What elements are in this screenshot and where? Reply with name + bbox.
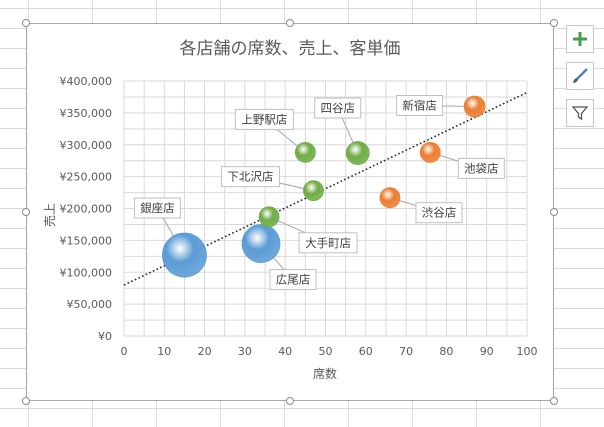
resize-handle-top-right[interactable] [550, 19, 558, 27]
resize-handle-right[interactable] [550, 208, 558, 216]
brush-icon [573, 68, 588, 83]
plus-icon [573, 32, 587, 46]
chart-area[interactable] [26, 23, 554, 401]
chart-filters-button[interactable] [566, 99, 594, 127]
resize-handle-bottom[interactable] [286, 397, 294, 405]
resize-handle-left[interactable] [22, 208, 30, 216]
chart-styles-button[interactable] [566, 62, 594, 90]
resize-handle-bottom-right[interactable] [550, 397, 558, 405]
filter-icon [572, 106, 588, 121]
resize-handle-top-left[interactable] [22, 19, 30, 27]
resize-handle-top[interactable] [286, 19, 294, 27]
chart-elements-button[interactable] [566, 25, 594, 53]
resize-handle-bottom-left[interactable] [22, 397, 30, 405]
